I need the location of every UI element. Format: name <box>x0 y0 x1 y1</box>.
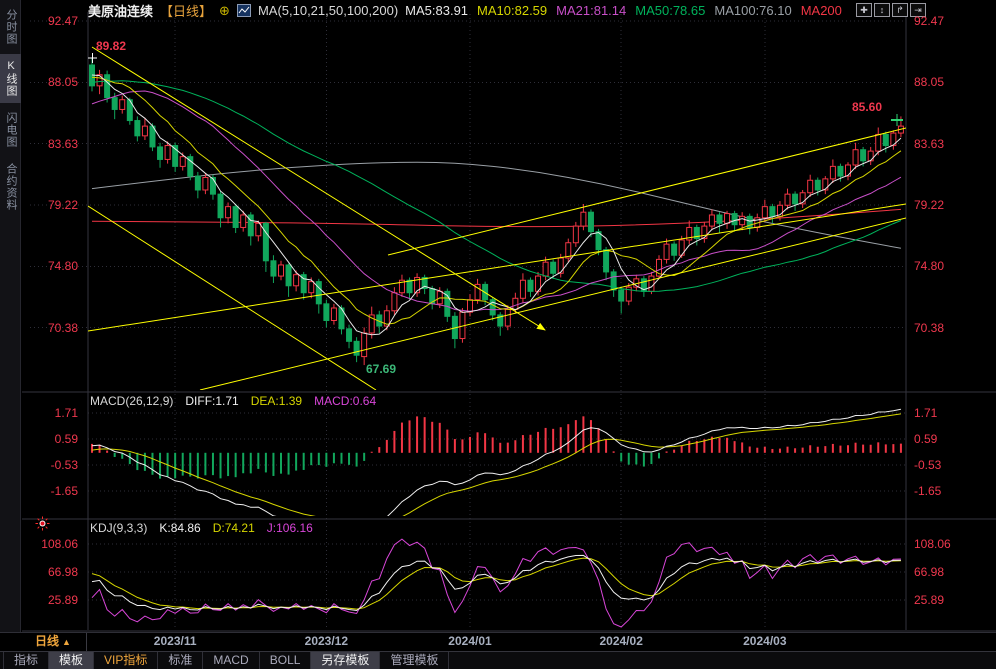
y-axis-label: 70.38 <box>914 320 945 335</box>
macd-diff-value: DIFF:1.71 <box>185 394 239 408</box>
y-axis-label: 108.06 <box>41 537 78 551</box>
y-axis-label: -1.65 <box>914 484 942 499</box>
swing-high-label: 89.82 <box>96 39 127 53</box>
period-tag[interactable]: 【日线】 <box>160 4 213 19</box>
ma-legend-item: MA200 <box>800 3 842 18</box>
y-axis-label: -0.53 <box>914 458 942 473</box>
period-arrow-icon: ▲ <box>62 637 71 647</box>
crosshair-icon[interactable]: ✚ <box>856 3 872 17</box>
candles-layer <box>89 57 904 366</box>
tab-BOLL[interactable]: BOLL <box>260 652 312 669</box>
ma-legend-item: MA50:78.65 <box>635 3 706 18</box>
trendline <box>91 46 546 331</box>
tab-模板[interactable]: 模板 <box>49 652 95 669</box>
tab-指标[interactable]: 指标 <box>3 652 50 669</box>
y-axis-label: 83.63 <box>914 136 945 151</box>
ma-legend: MA5:83.91 MA10:82.59 MA21:81.14 MA50:78.65 M… <box>405 3 842 18</box>
y-axis-label: 108.06 <box>914 537 951 551</box>
date-label: 2023/12 <box>304 634 349 648</box>
y-axis-label: 66.98 <box>914 565 945 579</box>
indicator-tab-bar: 指标 模板 VIP指标 标准 MACD BOLL 另存模板 管理模板 <box>0 651 996 669</box>
chart-toolbar: ✚ ↕ ↱ ⇥ <box>856 3 926 17</box>
trendline <box>199 217 906 390</box>
date-label: 2024/02 <box>599 634 643 648</box>
swing-low-label: 67.69 <box>366 362 397 376</box>
sidebar-item-K线图[interactable]: K线图 <box>0 54 21 103</box>
kdj-legend: KDJ(9,3,3) K:84.86 D:74.21 J:106.16 <box>90 521 313 535</box>
date-label: 2023/11 <box>153 634 197 648</box>
indicator-alert-icon[interactable] <box>35 516 50 531</box>
y-axis-label: 92.47 <box>47 14 78 28</box>
y-axis-label: 83.63 <box>47 136 78 151</box>
ma-legend-item: MA21:81.14 <box>556 3 627 18</box>
y-axis-label: 79.22 <box>914 197 945 212</box>
tab-管理模板[interactable]: 管理模板 <box>380 652 450 669</box>
macd-legend: MACD(26,12,9) DIFF:1.71 DEA:1.39 MACD:0.… <box>90 394 376 408</box>
y-axis-label: 88.05 <box>47 75 78 90</box>
chart-type-icon[interactable] <box>236 4 251 17</box>
sidebar-item-闪电图[interactable]: 闪电图 <box>5 112 17 148</box>
chart-header: 美原油连续 【日线】 ⊕ MA(5,10,21,50,100,200) MA5:… <box>88 2 842 20</box>
macd-macd-value: MACD:0.64 <box>314 394 377 408</box>
recent-high-label: 85.60 <box>852 100 883 114</box>
date-label: 2024/03 <box>743 634 787 648</box>
ma-legend-item: MA5:83.91 <box>405 3 469 18</box>
trendline <box>88 203 906 332</box>
tab-另存模板[interactable]: 另存模板 <box>311 652 381 669</box>
trendline <box>387 127 906 256</box>
kdj-d-value: D:74.21 <box>212 521 255 535</box>
date-axis: 日线 ▲ 2023/11 2023/12 2024/01 2024/02 2024/03 <box>0 632 996 651</box>
y-axis-label: 74.80 <box>914 259 945 274</box>
sidebar-item-合约资料[interactable]: 合约资料 <box>5 163 17 211</box>
tab-标准[interactable]: 标准 <box>158 652 204 669</box>
y-axis-label: 74.80 <box>47 259 78 274</box>
y-axis-label: 92.47 <box>914 14 945 28</box>
tab-MACD[interactable]: MACD <box>203 652 260 669</box>
y-axis-label: -1.65 <box>50 484 78 499</box>
tab-VIP指标[interactable]: VIP指标 <box>94 652 159 669</box>
kdj-caption: KDJ(9,3,3) <box>90 521 148 535</box>
y-axis-label: 66.98 <box>47 565 78 579</box>
y-axis-label: -0.53 <box>50 458 78 473</box>
y-axis-label: 0.59 <box>54 432 78 447</box>
y-axis-label: 0.59 <box>914 432 938 447</box>
scale-axis-icon[interactable]: ↕ <box>874 3 890 17</box>
macd-dea-value: DEA:1.39 <box>250 394 303 408</box>
y-axis-label: 25.89 <box>47 593 78 607</box>
kdj-j-value: J:106.16 <box>266 521 313 535</box>
symbol-title: 美原油连续 <box>88 4 154 19</box>
macd-histogram <box>91 416 902 479</box>
period-selector[interactable]: 日线 ▲ <box>20 633 87 651</box>
y-axis-label: 1.71 <box>914 406 938 421</box>
y-axis-label: 88.05 <box>914 75 945 90</box>
kdj-k-value: K:84.86 <box>159 521 201 535</box>
date-label: 2024/01 <box>448 634 492 648</box>
sidebar-item-分时图[interactable]: 分时图 <box>5 9 17 45</box>
y-axis-label: 1.71 <box>54 406 78 421</box>
chart-type-sidebar: 分时图 K线图闪电图合约资料 <box>0 0 21 632</box>
macd-caption: MACD(26,12,9) <box>90 394 174 408</box>
link-icon[interactable]: ⊕ <box>219 2 230 18</box>
y-axis-label: 70.38 <box>47 320 78 335</box>
detach-pane-icon[interactable]: ⇥ <box>910 3 926 17</box>
ma-legend-item: MA100:76.10 <box>714 3 792 18</box>
period-label: 日线 <box>35 634 60 648</box>
run-axis-icon[interactable]: ↱ <box>892 3 908 17</box>
y-axis-label: 25.89 <box>914 593 945 607</box>
ma-legend-item: MA10:82.59 <box>477 3 548 18</box>
trendline <box>88 205 377 390</box>
ma-caption: MA(5,10,21,50,100,200) <box>257 3 399 18</box>
y-axis-label: 79.22 <box>47 197 78 212</box>
